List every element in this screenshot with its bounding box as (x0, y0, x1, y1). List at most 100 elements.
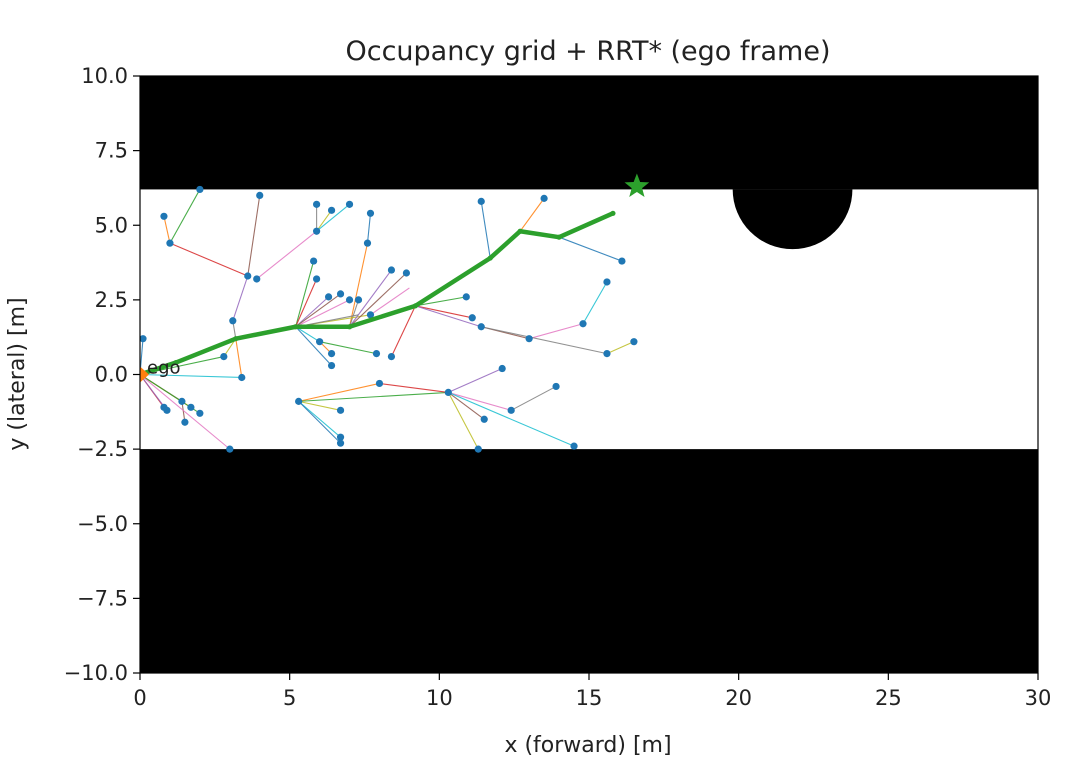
tree-edge (481, 326, 608, 355)
tree-edge (349, 272, 407, 328)
tree-edge (232, 275, 249, 321)
tree-node (229, 317, 237, 325)
tree-node (178, 397, 186, 405)
tree-node (480, 415, 488, 423)
y-tick-label: 5.0 (95, 213, 128, 237)
tree-node (552, 382, 560, 391)
x-tick-label: 20 (725, 686, 752, 710)
tree-edge (390, 305, 416, 357)
tree-node (327, 361, 336, 370)
tree-node (345, 296, 354, 304)
tree-node (387, 352, 396, 361)
tree-node (313, 275, 321, 283)
tree-node (540, 194, 548, 202)
tree-edge (448, 368, 503, 393)
tree-node (630, 338, 638, 346)
x-tick-label: 5 (283, 686, 296, 710)
tree-edge (295, 260, 315, 327)
tree-node (220, 352, 228, 361)
tree-node (603, 350, 611, 358)
tree-node (336, 433, 345, 441)
tree-node (244, 272, 252, 280)
tree-node (313, 200, 321, 208)
y-axis-label: y (lateral) [m] (5, 297, 30, 450)
tree-node (196, 409, 204, 417)
tree-node (477, 197, 485, 205)
tree-node (387, 266, 396, 274)
x-tick-label: 15 (576, 686, 603, 710)
ego-marker (140, 366, 149, 383)
obstacle-semicircle (732, 189, 853, 250)
tree-edge (295, 326, 320, 343)
chart-title: Occupancy grid + RRT* (ego frame) (345, 36, 830, 67)
path-point (293, 324, 299, 330)
tree-node (226, 445, 234, 453)
y-tick-label: −7.5 (77, 586, 128, 610)
tree-node (507, 406, 515, 414)
tree-edge (606, 341, 635, 355)
tree-edge (448, 391, 512, 411)
tree-edge (298, 391, 449, 402)
tree-node (163, 406, 171, 414)
y-tick-label: 7.5 (95, 139, 128, 163)
tree-edge (319, 341, 377, 355)
tree-edge (140, 373, 242, 379)
tree-edge (298, 382, 380, 402)
tree-edge (298, 400, 341, 444)
tree-node (181, 418, 189, 426)
tree-edge (415, 296, 467, 307)
tree-edge (480, 201, 491, 259)
tree-node (140, 335, 147, 343)
x-tick-label: 25 (875, 686, 902, 710)
tree-node (336, 290, 345, 298)
path-point (556, 234, 562, 240)
tree-node (238, 373, 246, 382)
tree-node (316, 338, 324, 346)
path-point (517, 228, 523, 234)
y-tick-label: −5.0 (77, 512, 128, 536)
path-point (487, 255, 493, 261)
path-point (412, 303, 418, 309)
path-point (346, 324, 353, 330)
tree-node (474, 445, 482, 453)
tree-node (354, 296, 363, 304)
tree-node (372, 350, 381, 358)
tree-edge (348, 243, 369, 327)
x-axis-label: x (forward) [m] (504, 733, 671, 758)
tree-edge (349, 299, 360, 327)
tree-edge (295, 326, 332, 366)
tree-node (345, 200, 354, 208)
y-tick-label: −2.5 (77, 437, 128, 461)
tree-edge (235, 338, 243, 378)
tree-edge (295, 296, 329, 328)
tree-edge (528, 323, 584, 340)
x-tick-label: 10 (426, 686, 453, 710)
tree-edge (415, 305, 473, 319)
tree-node (336, 406, 345, 414)
tree-node (253, 275, 261, 283)
tree-edge (295, 299, 350, 328)
tree-node (462, 293, 470, 301)
tree-edge (379, 382, 449, 393)
tree-edge (169, 242, 248, 277)
tree-node (327, 206, 336, 214)
tree-edge (316, 203, 350, 232)
tree-edge (448, 391, 575, 447)
tree-node (196, 185, 204, 194)
tree-edge (256, 230, 317, 280)
path-line (140, 211, 616, 377)
free-corridor (140, 189, 1038, 450)
tree-edge (163, 216, 171, 244)
tree-node (313, 227, 321, 235)
axes: 0 5 10 15 20 25 30 10.0 7.5 5.0 2.5 0.0 −2.5 −5.0 −7.5… (64, 64, 1052, 710)
tree-edge (169, 189, 201, 244)
tree-node (363, 239, 372, 247)
tree-node (366, 209, 375, 217)
tree-node (498, 364, 506, 373)
tree-edge (316, 210, 333, 232)
tree-node (324, 293, 333, 301)
y-tick-label: 2.5 (95, 288, 128, 312)
tree-edge (447, 391, 485, 420)
tree-edge (370, 287, 410, 316)
tree-node (310, 257, 318, 265)
